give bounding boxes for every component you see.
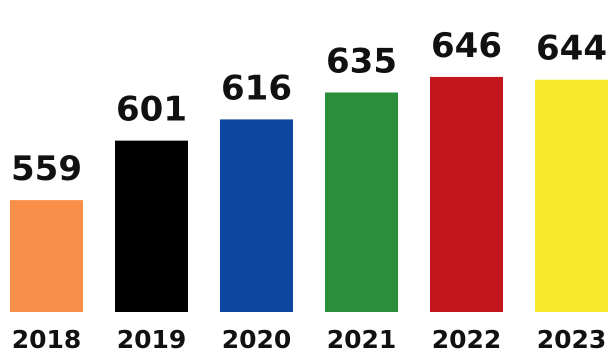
- value-label-2019: 601: [116, 90, 187, 130]
- value-label-2018: 559: [11, 149, 82, 189]
- bar-2021: [325, 92, 398, 313]
- bar-2019: [115, 140, 188, 312]
- bar-2020: [220, 119, 293, 312]
- category-label-2022: 2022: [432, 325, 502, 354]
- value-label-2020: 616: [221, 68, 292, 108]
- value-labels-group: 559 601 616 635 646 644: [11, 26, 607, 189]
- category-label-2020: 2020: [222, 325, 292, 354]
- bar-2018: [10, 200, 83, 312]
- category-label-2019: 2019: [117, 325, 187, 354]
- bars-group: [10, 76, 608, 313]
- category-label-2021: 2021: [327, 325, 397, 354]
- bar-2022: [430, 76, 503, 312]
- category-labels-group: 2018 2019 2020 2021 2022 2023: [12, 325, 607, 354]
- category-label-2023: 2023: [537, 325, 607, 354]
- bar-2023: [535, 79, 608, 312]
- category-label-2018: 2018: [12, 325, 82, 354]
- value-label-2022: 646: [431, 26, 502, 66]
- value-label-2023: 644: [536, 29, 607, 69]
- value-label-2021: 635: [326, 41, 397, 81]
